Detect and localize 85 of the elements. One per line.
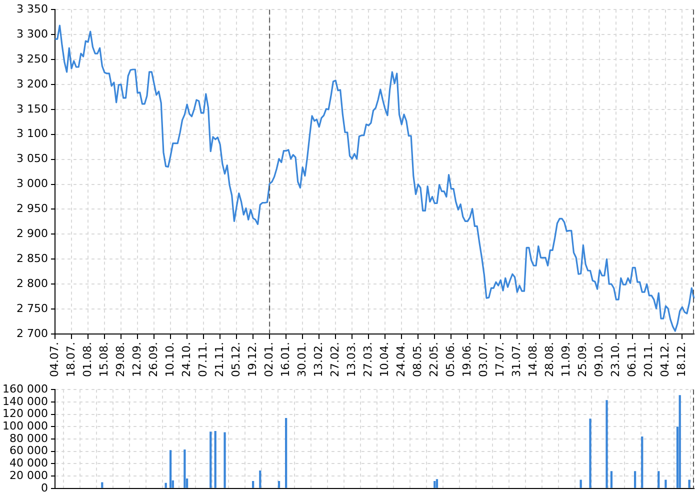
bar <box>641 436 644 488</box>
y-tick-label: 3 100 <box>16 127 48 140</box>
bar <box>224 432 226 488</box>
bar <box>210 432 212 488</box>
x-tick-label: 19.06. <box>460 342 474 378</box>
bar <box>101 482 104 488</box>
bar <box>252 480 254 488</box>
x-tick-label: 07.11. <box>196 342 210 378</box>
y-tick-label: 2 800 <box>16 276 48 290</box>
x-tick-label: 24.10. <box>180 342 193 378</box>
x-tick-label: 03.07. <box>477 342 490 378</box>
x-tick-label: 25.09. <box>576 342 590 378</box>
x-tick-label: 18.07. <box>64 342 78 378</box>
x-tick-label: 04.07. <box>48 342 61 378</box>
x-tick-label: 04.12. <box>658 342 672 378</box>
y-tick-label: 3 000 <box>16 177 48 190</box>
x-tick-label: 28.08. <box>543 342 556 378</box>
y-tick-label: 3 300 <box>16 27 48 40</box>
x-tick-label: 30.01. <box>295 342 308 378</box>
x-tick-label: 05.06. <box>444 342 457 378</box>
x-tick-label: 21.11. <box>212 342 226 378</box>
x-tick-label: 09.10. <box>592 342 606 378</box>
bar <box>436 479 438 488</box>
bar <box>278 480 280 488</box>
x-tick-label: 01.08. <box>80 342 94 378</box>
bar <box>285 418 288 488</box>
y-tick-label: 40 000 <box>10 456 48 470</box>
y-tick-label: 160 000 <box>2 382 48 396</box>
y-tick-label: 0 <box>41 481 48 494</box>
x-tick-label: 12.09. <box>130 342 144 378</box>
x-tick-label: 23.10. <box>609 342 622 378</box>
y-tick-label: 100 000 <box>2 420 48 433</box>
x-tick-label: 24.04. <box>394 342 408 378</box>
bar <box>688 480 690 488</box>
x-tick-label: 10.04. <box>378 342 391 378</box>
y-tick-label: 3 050 <box>16 152 48 166</box>
x-tick-label: 18.12. <box>675 342 688 378</box>
x-tick-label: 11.09. <box>560 342 573 378</box>
y-tick-label: 3 200 <box>16 77 48 90</box>
bar <box>610 471 613 488</box>
y-tick-label: 2 950 <box>16 202 48 216</box>
x-tick-label: 06.11. <box>626 342 639 378</box>
x-tick-label: 13.02. <box>312 342 325 378</box>
bar <box>606 400 608 488</box>
y-tick-label: 3 150 <box>16 102 48 116</box>
y-tick-label: 2 700 <box>16 326 48 340</box>
bar <box>678 395 681 488</box>
x-tick-label: 10.10. <box>163 342 176 378</box>
x-tick-label: 08.05. <box>410 342 424 378</box>
y-tick-label: 3 250 <box>16 52 48 66</box>
bar <box>184 450 186 488</box>
bar <box>214 430 216 488</box>
bar <box>664 480 667 488</box>
x-tick-label: 22.05. <box>427 342 440 378</box>
bar <box>634 471 636 488</box>
y-tick-label: 60 000 <box>10 444 48 458</box>
x-tick-label: 31.07. <box>510 342 524 378</box>
x-tick-label: 02.01. <box>262 342 276 378</box>
x-tick-label: 05.12. <box>229 342 242 378</box>
bar <box>259 470 262 488</box>
y-tick-label: 2 900 <box>16 227 48 240</box>
x-tick-label: 17.07. <box>494 342 507 378</box>
x-tick-label: 27.02. <box>328 342 342 378</box>
y-tick-label: 20 000 <box>10 468 48 482</box>
x-tick-label: 15.08. <box>97 342 110 378</box>
y-tick-label: 140 000 <box>2 394 48 408</box>
x-tick-label: 14.08. <box>526 342 540 378</box>
x-tick-label: 27.03. <box>361 342 374 378</box>
y-tick-label: 2 850 <box>16 252 48 266</box>
x-tick-label: 20.11. <box>642 342 656 378</box>
y-tick-label: 80 000 <box>10 432 48 445</box>
bar <box>589 418 592 488</box>
x-tick-label: 19.12. <box>246 342 259 378</box>
bar <box>580 480 582 488</box>
x-tick-label: 26.09. <box>146 342 160 378</box>
bar <box>164 482 167 488</box>
x-tick-label: 29.08. <box>114 342 127 378</box>
y-tick-label: 3 350 <box>16 2 48 16</box>
bar <box>434 480 436 488</box>
bar <box>658 471 660 488</box>
y-tick-label: 2 750 <box>16 302 48 315</box>
x-tick-label: 16.01. <box>278 342 292 378</box>
x-tick-label: 13.03. <box>344 342 358 378</box>
bar <box>169 450 172 488</box>
y-tick-label: 120 000 <box>2 407 48 420</box>
